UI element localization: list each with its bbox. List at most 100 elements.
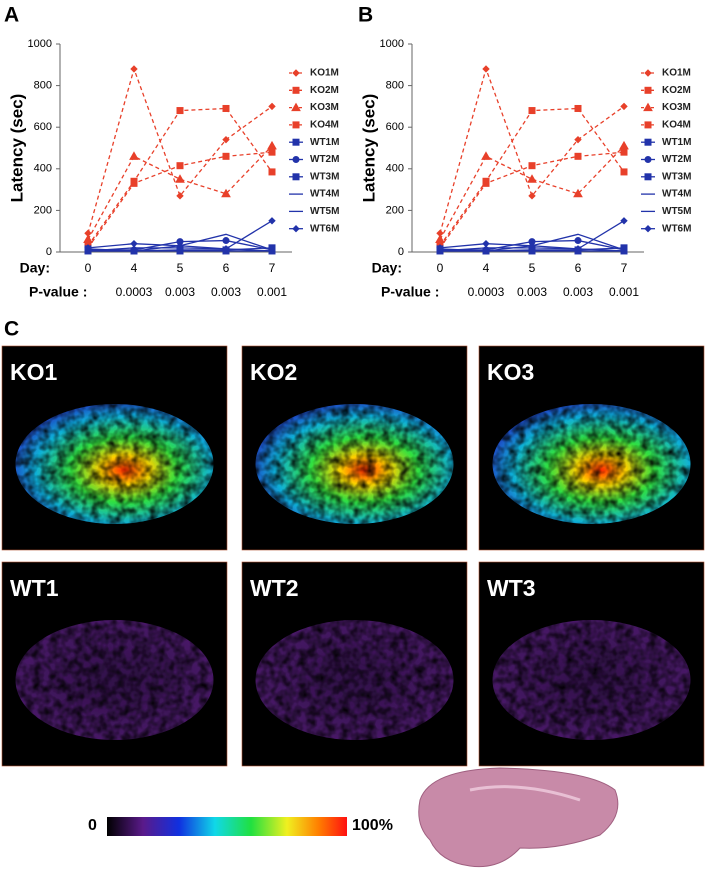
marker: [436, 244, 444, 252]
legend-marker: [643, 102, 653, 112]
marker: [176, 242, 184, 250]
x-tick-label: 0: [437, 261, 444, 275]
brain-section: [418, 767, 619, 868]
legend-marker: [292, 138, 300, 146]
pvalue: 0.001: [257, 285, 287, 299]
marker: [176, 107, 184, 115]
marker: [435, 234, 445, 244]
pvalue: 0.0003: [116, 285, 153, 299]
marker: [84, 244, 92, 252]
y-axis-label: Latency (sec): [7, 94, 26, 203]
marker: [574, 104, 582, 112]
colorbar-min: 0: [88, 817, 97, 834]
legend-marker: [644, 86, 652, 94]
x-axis-label: Day:: [372, 260, 402, 276]
pvalue: 0.0003: [468, 285, 505, 299]
legend-label: KO3M: [310, 102, 339, 113]
marker: [574, 152, 582, 160]
marker: [83, 234, 93, 244]
legend-marker: [644, 173, 652, 181]
heatmap-ko: [492, 404, 691, 524]
legend-label: WT1M: [310, 137, 339, 148]
marker: [574, 237, 582, 245]
heatmap-wt: [492, 620, 691, 740]
marker: [620, 148, 628, 156]
legend-marker: [644, 138, 652, 146]
y-tick-label: 1000: [380, 38, 404, 50]
legend-label: KO2M: [662, 85, 691, 96]
marker: [619, 140, 629, 150]
marker: [482, 239, 490, 248]
legend-label: KO1M: [310, 68, 339, 79]
marker: [573, 188, 583, 198]
legend-label: WT3M: [662, 171, 691, 182]
legend-label: WT5M: [310, 206, 339, 217]
x-tick-label: 5: [529, 261, 536, 275]
image-label: KO3: [487, 359, 534, 385]
legend-marker: [292, 156, 300, 163]
marker: [620, 102, 628, 111]
image-label: WT2: [250, 575, 299, 601]
marker: [130, 179, 138, 187]
legend-marker: [644, 69, 652, 77]
y-tick-label: 400: [386, 163, 404, 175]
marker: [268, 244, 276, 252]
pvalue: 0.003: [563, 285, 593, 299]
marker: [222, 104, 230, 112]
legend-marker: [644, 121, 652, 129]
marker: [222, 152, 230, 160]
pvalue-label: P-value :: [381, 284, 439, 300]
colorbar: [107, 817, 347, 836]
y-tick-label: 1000: [28, 38, 52, 50]
x-tick-label: 0: [85, 261, 92, 275]
marker: [620, 244, 628, 252]
marker: [528, 192, 536, 200]
series-line: [439, 145, 625, 240]
legend-label: WT6M: [662, 223, 691, 234]
heatmap-ko: [255, 404, 454, 524]
y-tick-label: 0: [398, 246, 404, 258]
y-tick-label: 200: [34, 204, 52, 216]
legend-label: KO3M: [662, 102, 691, 113]
marker: [222, 237, 230, 245]
legend-marker: [644, 224, 652, 233]
pvalue: 0.003: [517, 285, 547, 299]
legend-marker: [292, 173, 300, 181]
marker: [528, 162, 536, 170]
marker: [129, 151, 139, 160]
image-label: WT3: [487, 575, 536, 601]
marker: [574, 135, 582, 144]
marker: [176, 162, 184, 170]
marker: [620, 217, 628, 225]
marker: [528, 242, 536, 250]
pvalue: 0.001: [609, 285, 639, 299]
legend-marker: [292, 69, 300, 77]
x-tick-label: 6: [575, 261, 582, 275]
marker: [176, 192, 184, 200]
legend-marker: [292, 224, 300, 233]
legend-label: KO2M: [310, 85, 339, 96]
y-axis-label: Latency (sec): [359, 94, 378, 203]
y-tick-label: 800: [386, 80, 404, 92]
marker: [481, 151, 491, 160]
marker: [482, 65, 490, 73]
marker: [268, 217, 276, 225]
heatmap-wt: [15, 620, 214, 740]
legend-marker: [291, 102, 301, 112]
pvalue-label: P-value :: [29, 284, 87, 300]
pvalue: 0.003: [165, 285, 195, 299]
image-label: KO2: [250, 359, 297, 385]
legend-label: WT3M: [310, 171, 339, 182]
y-tick-label: 400: [34, 163, 52, 175]
legend-label: WT4M: [662, 189, 691, 200]
image-label: WT1: [10, 575, 59, 601]
series-line: [87, 66, 273, 234]
legend-label: WT6M: [310, 223, 339, 234]
legend-marker: [292, 121, 300, 129]
x-tick-label: 6: [223, 261, 230, 275]
marker: [482, 179, 490, 187]
panel-label: A: [4, 4, 19, 27]
marker: [527, 174, 537, 183]
legend-label: WT4M: [310, 189, 339, 200]
marker: [268, 148, 276, 156]
